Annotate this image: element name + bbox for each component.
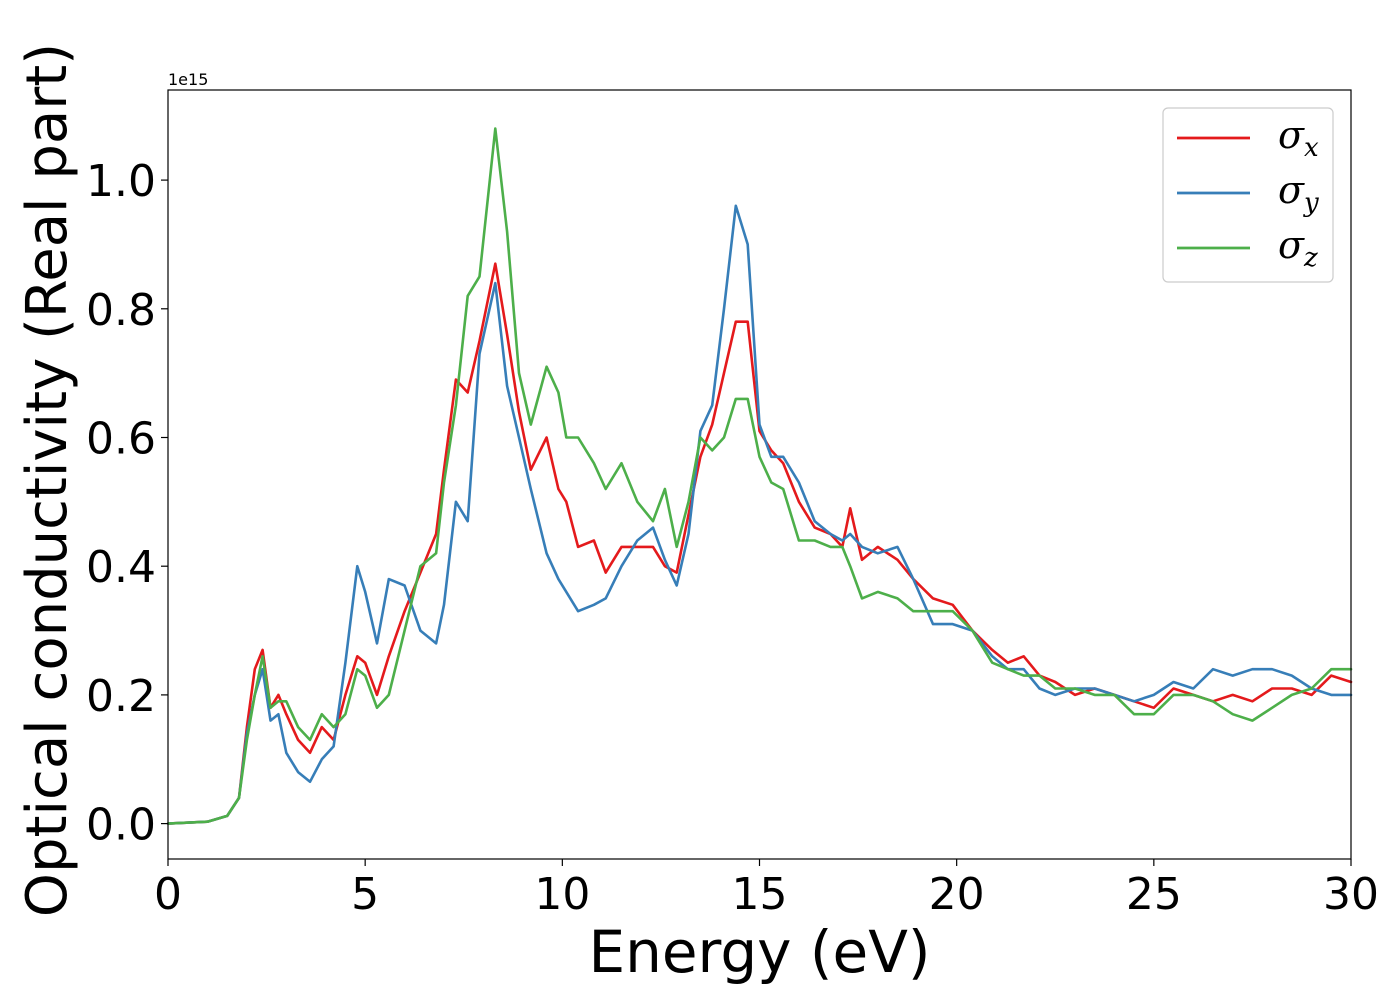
x-tick-label: 15 [732,869,788,920]
x-tick-label: 5 [351,869,379,920]
x-tick-label: 20 [929,869,985,920]
series-line-y [166,204,1353,825]
x-tick-label: 25 [1126,869,1182,920]
y-tick-label: 0.8 [86,285,156,336]
legend-label-y: σy [1278,168,1319,218]
legend-box [1162,107,1334,283]
y-tick-label: 0.6 [86,413,156,464]
x-tick-label: 30 [1323,869,1379,920]
legend-label-x: σx [1278,113,1319,163]
y-axis: 0.0 0.2 0.4 0.6 0.8 1.0 [86,156,168,851]
y-offset-label: 1e15 [168,70,208,89]
x-tick-label: 10 [534,869,590,920]
y-axis-title: Optical conductivity (Real part) [15,43,80,917]
x-axis-title: Energy (eV) [588,918,930,986]
x-tick-label: 0 [154,869,182,920]
series-line-z [166,127,1353,825]
x-axis: 0 5 10 15 20 25 30 [154,859,1379,920]
y-tick-label: 0.2 [86,671,156,722]
y-tick-label: 1.0 [86,156,156,207]
y-tick-label: 0.0 [86,800,156,851]
series-layer [166,127,1353,825]
legend-label-z: σz [1278,223,1318,273]
y-tick-label: 0.4 [86,542,156,593]
